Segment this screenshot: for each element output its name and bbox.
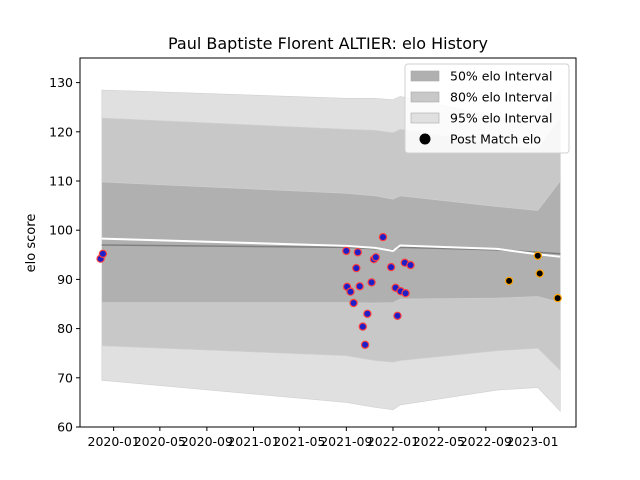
band-50: [101, 180, 561, 304]
legend-label: 95% elo Interval: [450, 111, 552, 126]
rating-lines: [101, 237, 561, 258]
y-tick-label: 100: [49, 223, 73, 238]
x-tick-label: 2021-01: [227, 434, 279, 449]
post-match-point: [360, 340, 370, 349]
post-match-point: [353, 248, 362, 257]
y-tick-label: 120: [49, 124, 73, 139]
post-match-point: [98, 249, 108, 258]
x-tick-label: 2023-01: [506, 434, 558, 449]
x-tick-label: 2021-09: [320, 434, 372, 449]
post-match-point: [533, 251, 543, 260]
legend-label: 80% elo Interval: [450, 90, 552, 105]
legend-swatch: [410, 91, 440, 103]
post-match-point: [355, 282, 364, 291]
x-tick-label: 2020-01: [88, 434, 140, 449]
post-match-point: [393, 311, 402, 320]
post-match-point: [378, 232, 388, 242]
post-match-point: [346, 287, 355, 296]
x-tick-label: 2022-01: [367, 434, 419, 449]
x-tick-label: 2022-09: [460, 434, 512, 449]
post-match-points: [96, 232, 562, 349]
post-match-point: [386, 262, 396, 272]
post-match-point: [504, 276, 514, 286]
post-match-point: [401, 289, 410, 298]
y-axis-label: elo score: [24, 214, 39, 273]
legend-label: 50% elo Interval: [450, 69, 552, 84]
legend-swatch: [410, 70, 440, 82]
x-tick-label: 2022-05: [413, 434, 465, 449]
legend-label: Post Match elo: [450, 132, 541, 147]
y-axis: 60 70 80 90 100 110 120 130: [49, 75, 80, 435]
post-match-point: [367, 278, 376, 287]
interval-bands: [101, 89, 561, 413]
legend: 50% elo Interval 80% elo Interval 95% elo …: [404, 63, 570, 154]
post-match-point: [358, 322, 367, 331]
chart-title: Paul Baptiste Florent ALTIER: elo Histor…: [168, 34, 488, 53]
post-match-point: [342, 246, 351, 256]
x-tick-label: 2020-09: [181, 434, 233, 449]
x-tick-label: 2020-05: [134, 434, 186, 449]
y-tick-label: 110: [49, 174, 73, 189]
y-tick-label: 90: [57, 272, 73, 287]
post-match-point: [371, 253, 380, 262]
y-tick-label: 80: [57, 321, 73, 336]
plot-frame: [79, 57, 577, 428]
mean-line: [101, 237, 561, 258]
y-tick-label: 130: [49, 75, 73, 90]
x-tick-label: 2021-05: [273, 434, 325, 449]
post-match-point: [535, 269, 544, 278]
post-match-point: [363, 309, 372, 318]
plot-area: [96, 89, 562, 413]
y-tick-label: 70: [57, 370, 73, 385]
legend-marker: [419, 133, 431, 145]
legend-box: [404, 63, 570, 154]
x-axis: 2020-012020-052020-092021-012021-052021-…: [88, 427, 559, 449]
legend-swatch: [410, 112, 440, 124]
post-match-point: [406, 260, 415, 270]
y-tick-label: 60: [57, 420, 73, 435]
post-match-point: [349, 298, 358, 308]
post-match-point: [352, 263, 361, 273]
post-match-point: [553, 293, 562, 303]
